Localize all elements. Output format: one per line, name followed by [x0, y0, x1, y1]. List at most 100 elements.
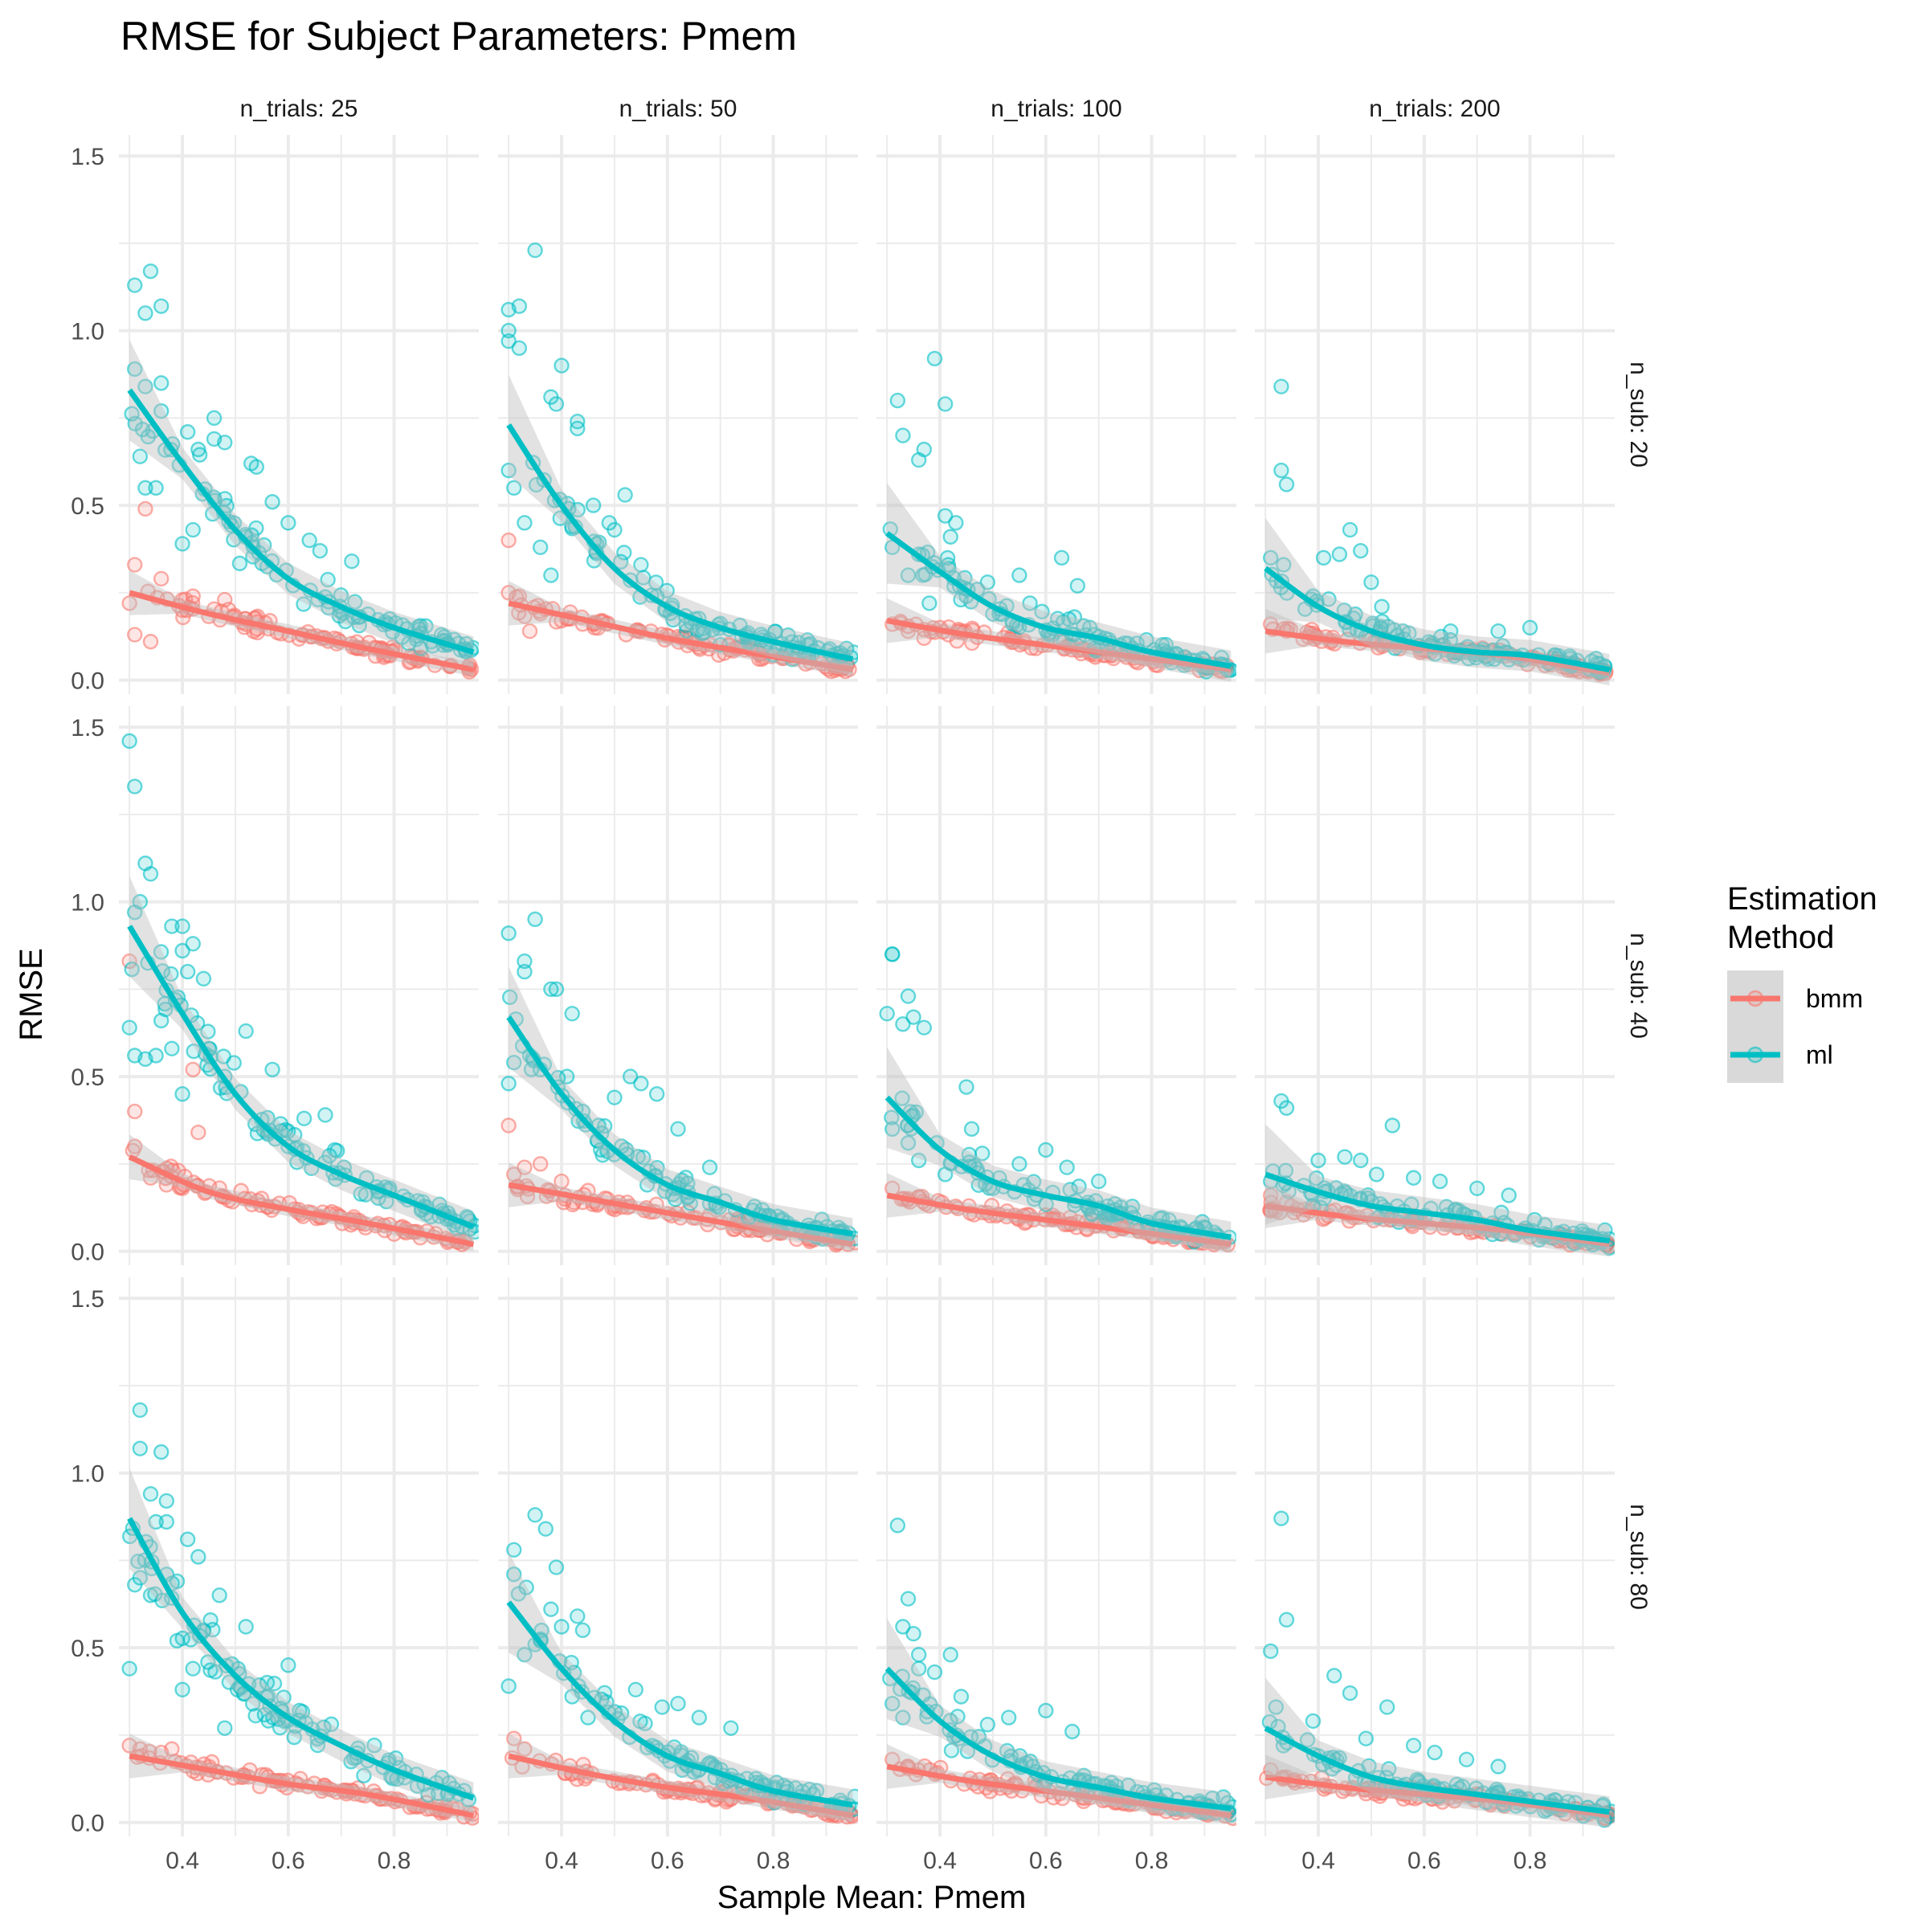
- point-ml: [917, 566, 933, 582]
- point-ml: [1458, 1751, 1475, 1768]
- point-ml: [1263, 549, 1279, 566]
- point-ml: [1358, 1730, 1375, 1746]
- point-ml: [323, 1716, 340, 1733]
- point-ml: [127, 361, 143, 378]
- point-ml: [195, 970, 212, 987]
- point-ml: [563, 1654, 579, 1671]
- legend-title-line2: Method: [1727, 920, 1834, 955]
- point-bmm: [506, 1730, 522, 1746]
- point-ml: [1405, 1738, 1422, 1754]
- trend-line-bmm: [129, 590, 475, 672]
- facet-row-label: n_sub: 20: [1625, 361, 1652, 468]
- point-ml: [500, 462, 517, 479]
- point-ml: [633, 557, 649, 573]
- point-ml: [607, 521, 623, 538]
- point-ml: [979, 1717, 996, 1733]
- point-ml: [238, 1619, 254, 1635]
- point-ml: [958, 1079, 974, 1095]
- y-tick-label: 1.0: [71, 890, 104, 917]
- point-bmm: [916, 630, 932, 647]
- point-ml: [215, 1048, 232, 1064]
- panel-r1-c2: [876, 706, 1236, 1265]
- point-ml: [553, 357, 570, 374]
- point-ml: [623, 1068, 639, 1084]
- legend-key-point: [1746, 990, 1764, 1007]
- point-ml: [312, 542, 329, 559]
- point-ml: [259, 1674, 276, 1691]
- point-ml: [179, 424, 196, 440]
- point-ml: [905, 1009, 921, 1025]
- panel-r1-c1: [498, 706, 858, 1265]
- point-ml: [174, 1681, 190, 1698]
- point-ml: [137, 305, 153, 321]
- point-ml: [926, 350, 943, 367]
- point-ml: [500, 1076, 517, 1092]
- trend-line-ml: [1264, 1726, 1610, 1816]
- trend-line-bmm: [886, 618, 1232, 672]
- point-ml: [1001, 1709, 1017, 1726]
- trend-line-ml: [127, 925, 475, 1230]
- point-ml: [247, 1707, 263, 1724]
- y-tick-label: 0.5: [71, 1636, 104, 1662]
- point-ml: [219, 497, 235, 514]
- y-tick-label: 1.5: [71, 715, 104, 741]
- point-ml: [127, 277, 143, 293]
- legend-entry-bmm: bmm: [1727, 970, 1863, 1027]
- point-ml: [637, 1715, 653, 1732]
- point-ml: [169, 1632, 186, 1649]
- trend-line-ml: [506, 1600, 854, 1808]
- y-axis-label: RMSE: [14, 948, 49, 1041]
- point-ml: [158, 1493, 174, 1509]
- point-bmm: [517, 1159, 533, 1175]
- trend-line-ml: [1264, 566, 1611, 672]
- point-ml: [916, 441, 932, 458]
- point-ml: [943, 1742, 960, 1758]
- point-ml: [654, 1699, 670, 1715]
- point-ml: [217, 435, 233, 451]
- point-ml: [543, 567, 559, 583]
- point-ml: [231, 555, 248, 572]
- point-bmm: [158, 1177, 174, 1193]
- panel-r2-c1: 0.4 0.6 0.8: [498, 1277, 858, 1874]
- point-ml: [884, 1109, 900, 1125]
- point-ml: [500, 333, 517, 349]
- facet-row-label: n_sub: 80: [1625, 1504, 1652, 1610]
- point-bmm: [185, 1061, 201, 1078]
- point-ml: [558, 1068, 575, 1084]
- point-ml: [635, 1150, 652, 1166]
- point-ml: [1315, 549, 1332, 566]
- point-ml: [366, 1738, 382, 1754]
- point-ml: [570, 1608, 586, 1624]
- point-ml: [1064, 1723, 1080, 1740]
- point-bmm: [142, 634, 159, 650]
- point-ml: [185, 936, 201, 952]
- y-tick-label: 1.5: [71, 1286, 104, 1313]
- point-ml: [1053, 549, 1070, 566]
- point-ml: [320, 571, 336, 588]
- point-ml: [679, 623, 695, 639]
- point-bmm: [127, 627, 143, 643]
- point-ml: [163, 966, 179, 982]
- point-ml: [264, 494, 280, 510]
- point-ml: [691, 1709, 708, 1726]
- point-ml: [1278, 1100, 1295, 1116]
- ribbon-ml: [1265, 517, 1610, 686]
- point-ml: [548, 1559, 565, 1575]
- point-ml: [1469, 1180, 1485, 1197]
- ribbon-bmm: [129, 1134, 474, 1252]
- point-ml: [953, 1689, 970, 1705]
- point-bmm: [164, 1741, 180, 1757]
- point-ml: [630, 1149, 646, 1165]
- point-ml: [884, 1695, 901, 1712]
- y-tick-label: 0.0: [71, 1811, 104, 1837]
- point-ml: [921, 595, 937, 611]
- facet-col-label: n_trials: 200: [1369, 96, 1500, 122]
- point-ml: [701, 1159, 718, 1175]
- point-ml: [1305, 1713, 1321, 1730]
- point-ml: [127, 904, 143, 921]
- trend-line-bmm: [886, 1763, 1232, 1819]
- point-ml: [527, 242, 543, 259]
- point-ml: [1353, 542, 1369, 559]
- point-ml: [1263, 1643, 1279, 1660]
